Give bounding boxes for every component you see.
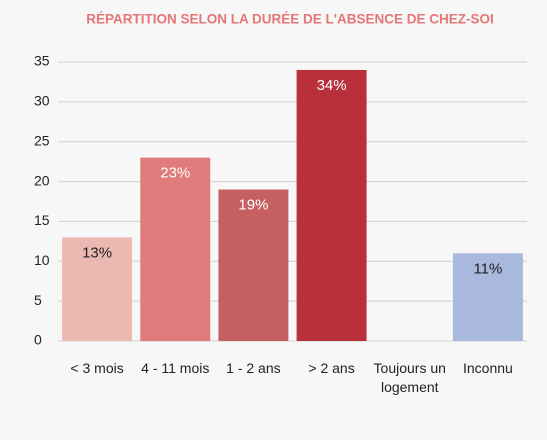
x-tick-label: > 2 ans	[308, 360, 355, 376]
data-label: 23%	[160, 165, 190, 182]
bar	[140, 157, 211, 341]
bar	[452, 253, 523, 341]
chart-title: RÉPARTITION SELON LA DURÉE DE L'ABSENCE …	[86, 12, 494, 27]
y-tick-label: 0	[34, 332, 42, 348]
data-label: 13%	[82, 244, 112, 261]
x-tick-label: Toujours un logement	[373, 360, 446, 395]
data-label: 11%	[473, 260, 502, 277]
y-tick-label: 5	[34, 292, 42, 308]
y-tick-label: 10	[34, 252, 50, 268]
x-tick-label: 1 - 2 ans	[226, 360, 281, 376]
x-tick-label: Inconnu	[462, 360, 513, 376]
data-label: 19%	[238, 197, 268, 214]
bar	[218, 189, 289, 341]
bar	[296, 69, 367, 341]
x-tick-label: < 3 mois	[70, 360, 124, 376]
y-tick-label: 35	[34, 53, 50, 69]
x-tick-label: 4 - 11 mois	[141, 360, 210, 376]
y-tick-label: 15	[34, 212, 50, 228]
y-tick-label: 30	[34, 93, 50, 109]
y-tick-label: 25	[34, 132, 50, 148]
data-label: 34%	[317, 77, 347, 94]
bar	[62, 237, 133, 341]
y-tick-label: 20	[34, 172, 50, 188]
